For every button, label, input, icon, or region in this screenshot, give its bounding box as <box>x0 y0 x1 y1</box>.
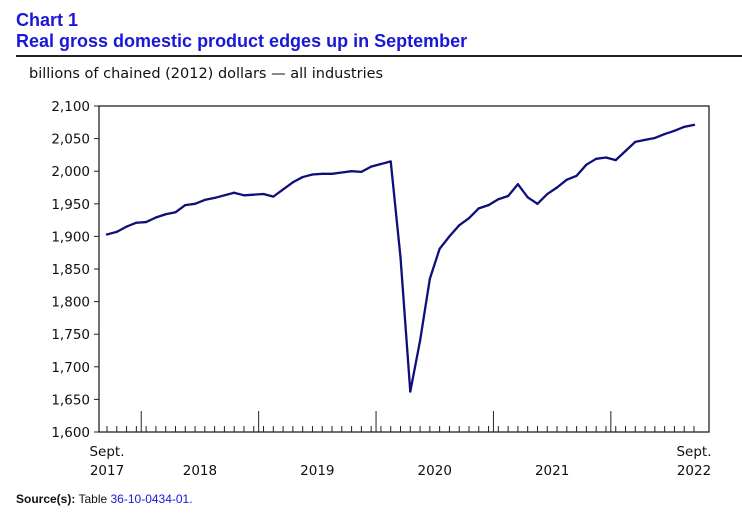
gdp-data-point <box>233 191 236 194</box>
gdp-data-point <box>409 390 412 393</box>
y-tick-label: 1,700 <box>51 360 90 376</box>
gdp-data-point <box>399 256 402 259</box>
gdp-data-point <box>614 159 617 162</box>
gdp-data-point <box>272 195 275 198</box>
y-tick-label: 2,050 <box>51 132 90 148</box>
gdp-data-point <box>154 216 158 219</box>
source-note: Source(s): Table 36-10-0434-01. <box>16 492 193 506</box>
gdp-data-point <box>428 277 431 280</box>
gdp-line-chart: 1,600 1,650 1,700 1,750 1,800 1,850 1,900 1,950… <box>51 99 711 479</box>
gdp-data-point <box>360 170 363 173</box>
gdp-data-point <box>105 233 109 236</box>
y-tick-label: 2,000 <box>51 164 90 180</box>
x-label-year: 2021 <box>535 463 569 479</box>
gdp-data-point <box>125 225 128 228</box>
gdp-data-point <box>653 136 656 140</box>
chart-header: Chart 1 Real gross domestic product edge… <box>16 10 742 52</box>
y-axis-unit-label: billions of chained (2012) dollars — all… <box>29 66 384 82</box>
gdp-data-point <box>145 220 148 224</box>
gdp-data-point <box>242 194 246 197</box>
x-label-end-month: Sept. <box>676 444 711 460</box>
gdp-data-point <box>624 149 627 153</box>
gdp-data-point <box>184 204 187 207</box>
gdp-data-point <box>458 224 461 227</box>
x-label-year: 2019 <box>300 463 334 479</box>
gdp-data-point <box>115 230 118 233</box>
gdp-data-point <box>516 183 520 186</box>
x-label-start-year: 2017 <box>90 463 124 479</box>
gdp-data-point <box>252 193 255 196</box>
gdp-data-point <box>526 196 529 199</box>
gdp-data-point <box>193 202 197 205</box>
y-tick-label: 2,100 <box>51 99 90 115</box>
gdp-data-point <box>507 194 510 198</box>
chart-number: Chart 1 <box>16 10 79 30</box>
gdp-data-point <box>135 221 138 224</box>
gdp-data-point <box>683 125 686 128</box>
gdp-data-point <box>585 163 588 166</box>
gdp-data-point <box>555 186 559 189</box>
gdp-data-point <box>418 339 422 342</box>
gdp-data-point <box>389 160 392 163</box>
gdp-data-point <box>379 162 383 166</box>
gdp-data-point <box>546 192 549 196</box>
gdp-data-point <box>604 156 608 159</box>
gdp-data-point <box>223 194 226 197</box>
gdp-data-point <box>340 171 343 174</box>
gdp-data-point <box>692 123 696 127</box>
source-label: Source(s): <box>16 492 76 506</box>
gdp-data-point <box>487 204 490 207</box>
gdp-data-point <box>301 175 304 179</box>
gdp-data-point <box>370 165 373 168</box>
gdp-data-point <box>311 173 314 176</box>
chart-title: Real gross domestic product edges up in … <box>16 31 468 51</box>
y-tick-label: 1,800 <box>51 295 90 311</box>
gdp-data-point <box>673 129 676 132</box>
gdp-data-point <box>203 198 206 201</box>
gdp-data-point <box>164 213 167 216</box>
gdp-data-point <box>448 235 451 238</box>
source-text: Table <box>78 492 111 506</box>
y-tick-label: 1,850 <box>51 262 90 278</box>
gdp-data-point <box>467 217 471 220</box>
source-trailing-period: . <box>189 492 193 506</box>
gdp-data-point <box>350 170 353 173</box>
gdp-data-point <box>477 207 480 210</box>
gdp-data-point <box>536 202 539 205</box>
gdp-data-point <box>643 138 647 142</box>
gdp-data-point <box>595 157 598 160</box>
gdp-data-point <box>575 174 578 177</box>
y-tick-label: 1,650 <box>51 392 90 408</box>
gdp-data-point <box>438 247 441 250</box>
gdp-data-point <box>330 172 334 175</box>
header-divider <box>16 55 742 57</box>
y-tick-label: 1,950 <box>51 197 90 213</box>
plot-frame <box>98 105 710 433</box>
gdp-data-point <box>174 211 177 214</box>
gdp-data-point <box>321 172 324 175</box>
source-table-link[interactable]: 36-10-0434-01 <box>110 492 190 506</box>
gdp-data-point <box>282 188 285 191</box>
gdp-data-point <box>213 196 216 200</box>
x-label-start-month: Sept. <box>89 444 124 460</box>
y-tick-label: 1,750 <box>51 327 90 343</box>
gdp-data-point <box>497 198 500 201</box>
x-label-year: 2018 <box>183 463 217 479</box>
gdp-data-point <box>262 192 265 196</box>
gdp-data-point <box>291 181 294 184</box>
gdp-data-point <box>634 140 637 143</box>
x-label-end-year: 2022 <box>677 463 711 479</box>
gdp-data-point <box>565 178 568 181</box>
y-tick-label: 1,900 <box>51 229 90 245</box>
y-tick-label: 1,600 <box>51 425 90 441</box>
x-label-year: 2020 <box>418 463 452 479</box>
gdp-data-point <box>663 132 666 136</box>
